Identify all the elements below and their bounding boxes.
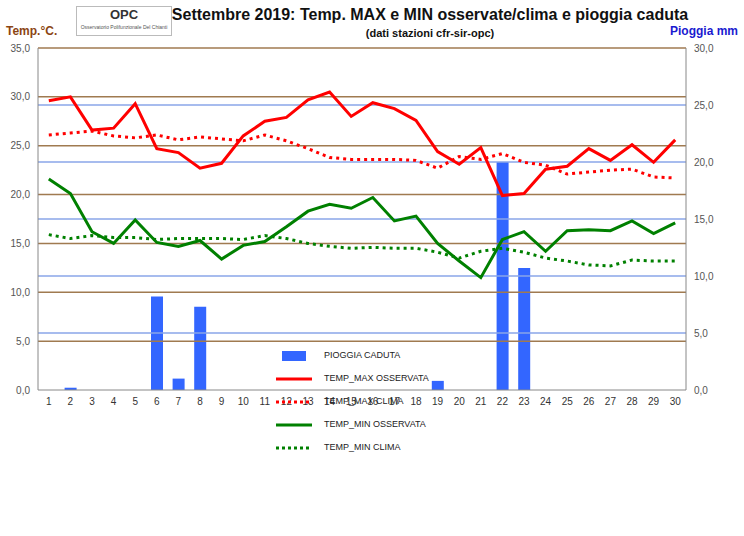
svg-text:12: 12 [281,396,293,407]
svg-text:30: 30 [670,396,682,407]
svg-text:24: 24 [540,396,552,407]
svg-text:26: 26 [583,396,595,407]
svg-text:25: 25 [562,396,574,407]
svg-text:17: 17 [389,396,401,407]
svg-text:5,0: 5,0 [16,336,30,347]
svg-text:8: 8 [197,396,203,407]
svg-text:22: 22 [497,396,509,407]
svg-text:19: 19 [432,396,444,407]
svg-text:15: 15 [346,396,358,407]
svg-text:20,0: 20,0 [11,189,31,200]
svg-text:30,0: 30,0 [11,91,31,102]
svg-text:4: 4 [111,396,117,407]
svg-text:18: 18 [410,396,422,407]
svg-text:29: 29 [648,396,660,407]
svg-text:2: 2 [68,396,74,407]
svg-text:15,0: 15,0 [694,214,714,225]
svg-text:9: 9 [219,396,225,407]
svg-text:27: 27 [605,396,617,407]
svg-text:5: 5 [132,396,138,407]
svg-text:10,0: 10,0 [694,271,714,282]
svg-text:0,0: 0,0 [16,385,30,396]
svg-text:16: 16 [367,396,379,407]
svg-text:20,0: 20,0 [694,157,714,168]
svg-text:13: 13 [302,396,314,407]
svg-text:0,0: 0,0 [694,385,708,396]
svg-text:11: 11 [260,396,271,407]
svg-text:25,0: 25,0 [11,140,31,151]
svg-text:35,0: 35,0 [11,43,31,54]
svg-text:10,0: 10,0 [11,287,31,298]
svg-text:25,0: 25,0 [694,100,714,111]
svg-text:28: 28 [626,396,638,407]
svg-text:21: 21 [475,396,487,407]
svg-text:7: 7 [176,396,182,407]
svg-text:15,0: 15,0 [11,238,31,249]
svg-text:1: 1 [46,396,52,407]
svg-text:14: 14 [324,396,336,407]
svg-text:6: 6 [154,396,160,407]
svg-text:30,0: 30,0 [694,43,714,54]
svg-text:23: 23 [518,396,530,407]
svg-text:3: 3 [89,396,95,407]
svg-text:5,0: 5,0 [694,328,708,339]
svg-text:20: 20 [454,396,466,407]
svg-text:10: 10 [238,396,250,407]
